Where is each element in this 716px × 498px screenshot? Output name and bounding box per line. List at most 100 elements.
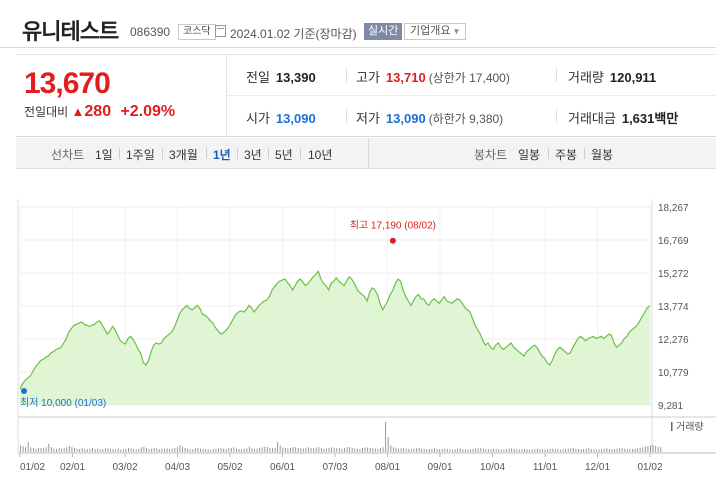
volume-bar — [164, 448, 165, 452]
volume-bar — [223, 448, 225, 452]
volume-bar — [395, 448, 397, 452]
volume-bar — [264, 446, 266, 452]
volume-bar — [269, 448, 271, 452]
volume-bar — [48, 443, 50, 452]
volume-bar — [205, 449, 207, 452]
realtime-button[interactable]: 실시간 — [364, 23, 403, 40]
volume-bar — [66, 447, 68, 452]
volume-bar — [192, 449, 194, 452]
stat-low: 저가 13,090 (하한가 9,380) — [356, 108, 503, 127]
volume-bar — [86, 449, 88, 452]
candle-daily[interactable]: 일봉 — [518, 148, 541, 162]
volume-bar — [261, 447, 263, 452]
y-tick-label: 10,779 — [658, 368, 689, 379]
volume-bar — [187, 448, 189, 452]
volume-bar — [84, 449, 86, 452]
volume-bar — [182, 446, 183, 452]
volume-bar — [297, 448, 299, 452]
price-chart[interactable]: 18,267 16,769 15,272 13,774 12,276 10,779 9,28… — [0, 195, 716, 498]
stat-unit: 백만 — [654, 111, 679, 126]
volume-bar — [385, 422, 387, 452]
volume-bar — [650, 445, 651, 452]
candle-weekly[interactable]: 주봉 — [555, 148, 578, 162]
volume-bar — [521, 449, 523, 452]
volume-bar — [58, 448, 60, 452]
volume-bar — [238, 449, 240, 452]
divider — [119, 148, 120, 159]
volume-bar — [444, 448, 446, 452]
date-basis-note: 기준(장마감) — [293, 27, 357, 41]
volume-bar — [362, 448, 363, 452]
volume-bar — [346, 447, 348, 452]
volume-bar — [282, 447, 284, 452]
volume-bar — [408, 449, 410, 452]
volume-bar — [328, 448, 330, 452]
volume-bar — [603, 448, 605, 452]
volume-bar — [657, 446, 659, 452]
volume-bar — [300, 448, 302, 452]
candle-monthly[interactable]: 월봉 — [591, 148, 614, 162]
company-overview-button[interactable]: 기업개요 ▼ — [404, 23, 467, 40]
volume-bar — [140, 447, 142, 452]
volume-bar — [128, 448, 129, 452]
volume-bar — [431, 448, 433, 452]
volume-bar — [398, 448, 399, 452]
volume-bar — [482, 448, 484, 452]
volume-bar — [475, 448, 477, 452]
volume-bar — [642, 447, 644, 452]
volume-bar — [421, 448, 423, 452]
volume-bar — [351, 448, 353, 452]
volume-bar — [256, 448, 258, 452]
chevron-down-icon: ▼ — [452, 27, 461, 36]
volume-bar — [359, 449, 361, 452]
volume-bar — [560, 449, 561, 452]
volume-bar — [71, 447, 73, 452]
volume-bar — [79, 449, 81, 452]
divider — [206, 148, 207, 159]
volume-bar — [290, 448, 291, 452]
volume-bar — [606, 448, 608, 452]
volume-bar — [313, 448, 315, 452]
volume-bar — [246, 448, 248, 452]
volume-bar — [457, 448, 459, 452]
volume-bar — [570, 448, 572, 452]
x-tick-label: 08/01 — [375, 462, 400, 473]
period-1d[interactable]: 1일 — [95, 148, 113, 162]
volume-bar — [524, 449, 525, 452]
volume-bar — [259, 448, 261, 452]
volume-bar — [495, 449, 497, 452]
volume-bar — [233, 447, 235, 452]
volume-bar — [434, 448, 435, 452]
period-10y[interactable]: 10년 — [308, 148, 333, 162]
volume-bar — [506, 449, 507, 452]
volume-bar — [279, 445, 281, 452]
volume-bar — [632, 449, 633, 452]
volume-bar — [639, 448, 641, 452]
volume-bar — [202, 449, 204, 452]
volume-bar — [488, 449, 489, 452]
volume-bar — [169, 449, 171, 452]
volume-bar — [536, 448, 538, 452]
period-1y[interactable]: 1년 — [213, 148, 231, 162]
period-3y[interactable]: 3년 — [244, 148, 262, 162]
volume-bar — [302, 448, 304, 452]
period-3m[interactable]: 3개월 — [169, 148, 198, 162]
volume-bar — [333, 447, 335, 452]
volume-bar — [45, 447, 47, 452]
divider — [237, 148, 238, 159]
volume-bar — [467, 449, 469, 452]
volume-bar — [436, 449, 438, 452]
volume-bar — [390, 445, 392, 452]
period-5y[interactable]: 5년 — [275, 148, 293, 162]
volume-bar — [153, 448, 155, 452]
market-badge: 코스닥 — [178, 24, 216, 40]
volume-bar — [102, 449, 104, 452]
volume-bar — [464, 449, 466, 452]
volume-bar — [336, 448, 338, 452]
volume-bar — [526, 449, 528, 452]
y-tick-label: 9,281 — [658, 401, 683, 412]
period-1w[interactable]: 1주일 — [126, 148, 155, 162]
volume-bar — [99, 449, 101, 452]
volume-bar — [634, 448, 636, 452]
y-tick-label: 12,276 — [658, 335, 689, 346]
